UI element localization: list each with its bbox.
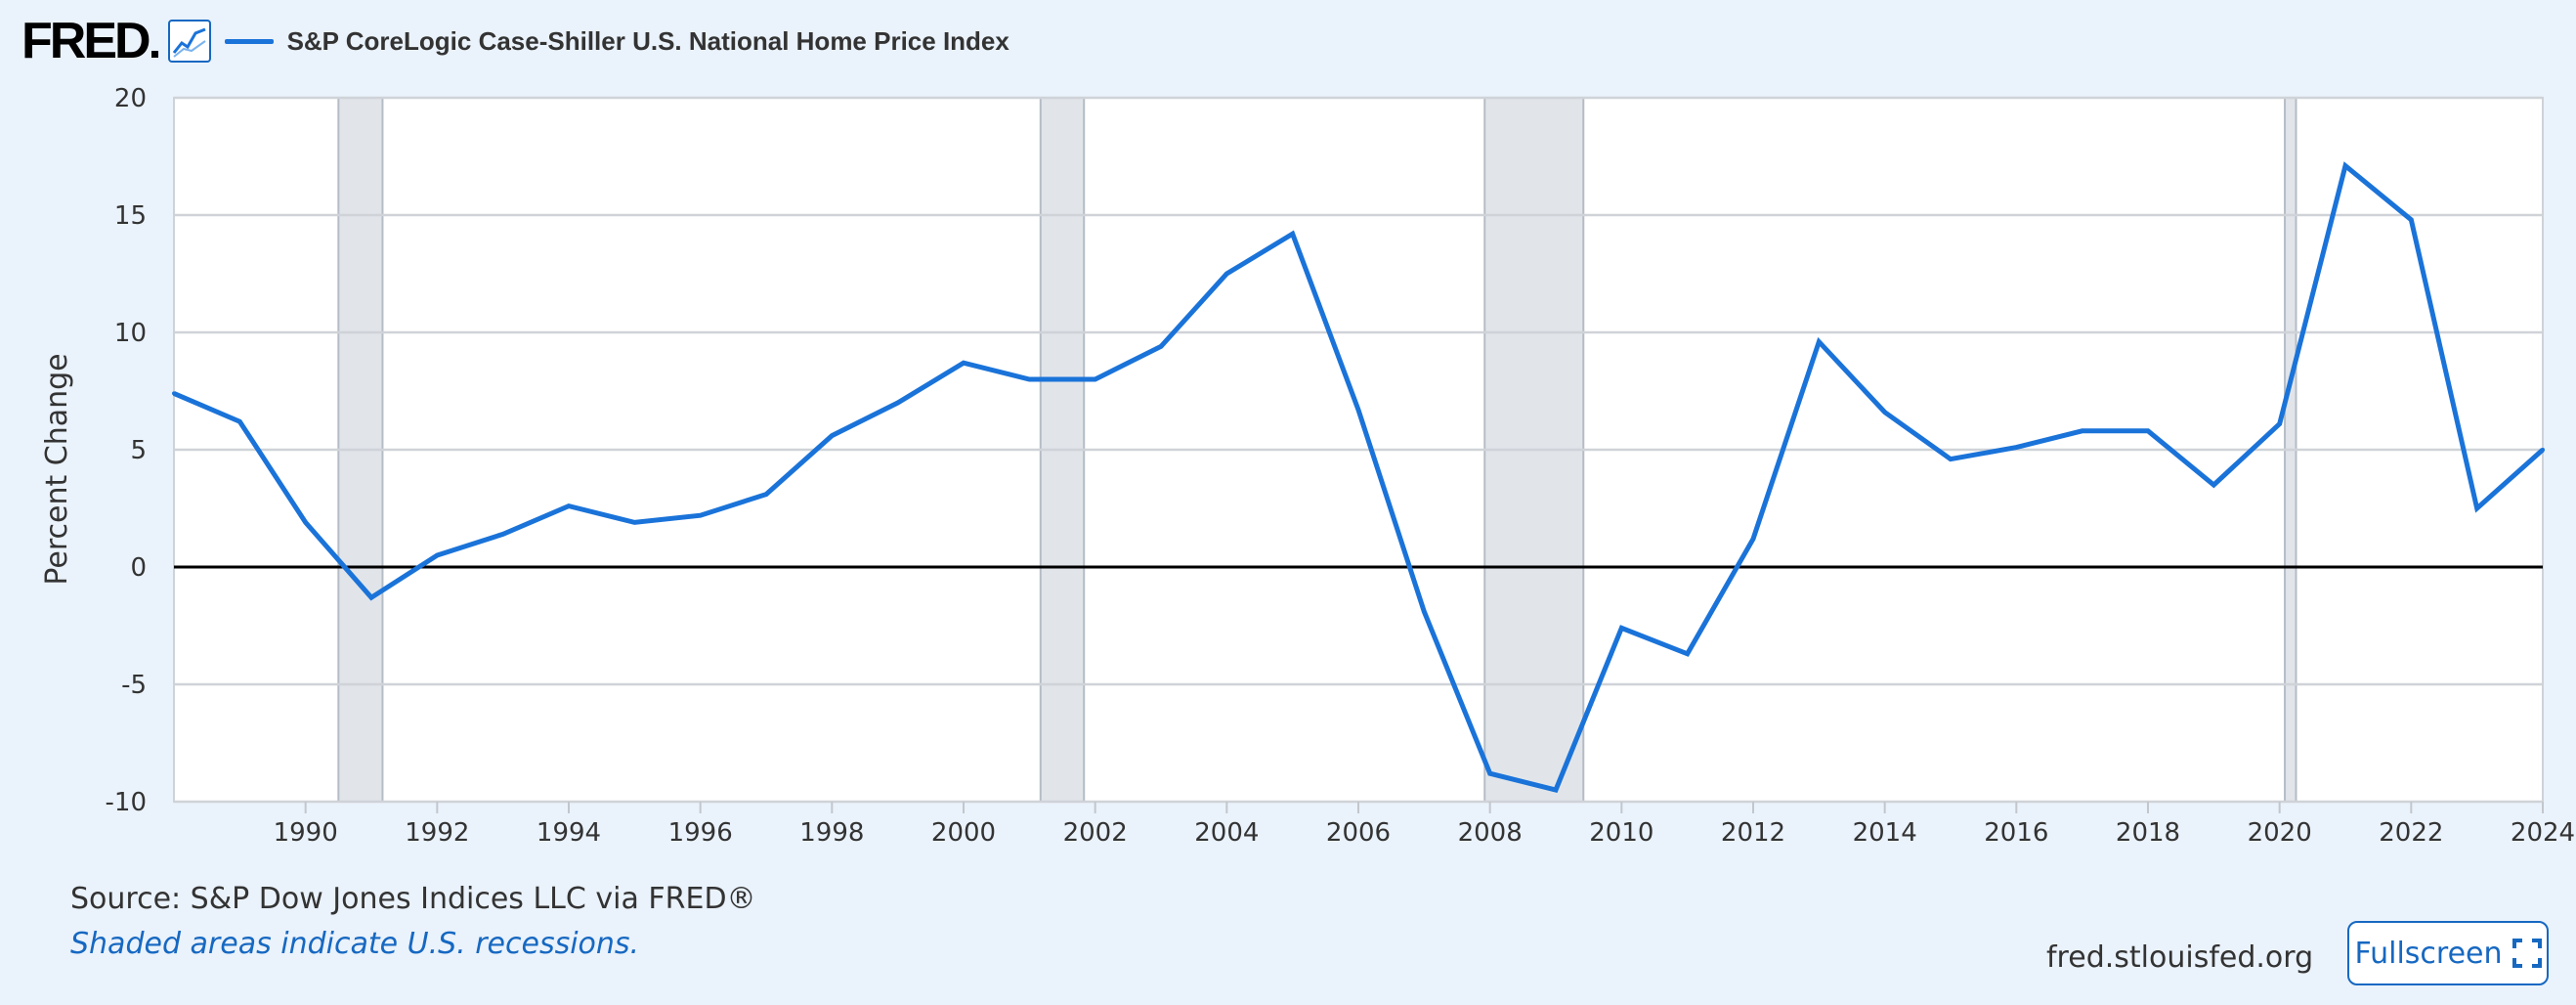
- x-tick-label: 2022: [2379, 818, 2443, 848]
- data-point[interactable]: [962, 361, 966, 366]
- data-point[interactable]: [1290, 232, 1295, 237]
- data-point[interactable]: [2343, 163, 2347, 168]
- data-point[interactable]: [2211, 483, 2216, 487]
- data-point[interactable]: [895, 401, 900, 405]
- y-tick-label: 15: [114, 201, 147, 231]
- chart[interactable]: -10 -5 0 5 10 15 20 1990 1992 1994 1996 1998 2000 20…: [0, 0, 2576, 880]
- data-point[interactable]: [698, 513, 703, 518]
- data-point[interactable]: [303, 520, 308, 525]
- data-point[interactable]: [2277, 421, 2282, 426]
- data-point[interactable]: [2474, 506, 2479, 510]
- site-url[interactable]: fred.stlouisfed.org: [2046, 940, 2314, 975]
- data-point[interactable]: [2409, 217, 2414, 222]
- legend-label: S&P CoreLogic Case-Shiller U.S. National…: [286, 25, 1009, 56]
- x-tick-label: 1990: [274, 818, 338, 848]
- data-point[interactable]: [632, 520, 637, 525]
- y-tick-label: 20: [114, 84, 147, 113]
- y-tick-label: -10: [106, 788, 147, 817]
- x-tick-label: 1996: [668, 818, 733, 848]
- x-tick-label: 1992: [405, 818, 469, 848]
- data-point[interactable]: [1159, 344, 1163, 349]
- data-point[interactable]: [1487, 771, 1492, 776]
- y-tick-label: 10: [114, 319, 147, 348]
- x-tick-label: 2010: [1589, 818, 1653, 848]
- x-tick-label: 2012: [1721, 818, 1785, 848]
- data-point[interactable]: [764, 492, 768, 497]
- data-point[interactable]: [369, 595, 373, 600]
- x-tick-label: 2006: [1326, 818, 1391, 848]
- expand-icon: [2512, 939, 2542, 968]
- data-point[interactable]: [1554, 788, 1558, 792]
- data-point[interactable]: [172, 391, 176, 396]
- data-point[interactable]: [1356, 408, 1360, 413]
- fullscreen-button[interactable]: Fullscreen: [2347, 921, 2549, 985]
- data-point[interactable]: [435, 553, 440, 557]
- y-tick-label: 5: [130, 436, 147, 465]
- recession-note: Shaded areas indicate U.S. recessions.: [70, 927, 640, 961]
- data-point[interactable]: [1093, 377, 1097, 381]
- data-point[interactable]: [1751, 537, 1755, 542]
- x-tick-label: 2000: [931, 818, 996, 848]
- x-tick-label: 1994: [537, 818, 601, 848]
- x-tick-label: 2020: [2248, 818, 2312, 848]
- data-point[interactable]: [1422, 609, 1427, 614]
- data-point[interactable]: [1949, 457, 1953, 461]
- legend-swatch: [224, 38, 274, 44]
- data-point[interactable]: [567, 503, 571, 508]
- x-tick-label: 1998: [799, 818, 864, 848]
- data-point[interactable]: [237, 419, 242, 424]
- data-point[interactable]: [1224, 272, 1229, 276]
- x-tick-label: 2024: [2511, 818, 2575, 848]
- fullscreen-label: Fullscreen: [2354, 936, 2503, 971]
- line-chart-icon: [167, 20, 211, 63]
- data-point[interactable]: [2014, 445, 2019, 450]
- data-point[interactable]: [2146, 428, 2150, 433]
- fred-logo[interactable]: FRED: [21, 16, 158, 66]
- x-axis-ticks: 1990 1992 1994 1996 1998 2000 2002 2004 2006 2008…: [274, 802, 2575, 848]
- data-point[interactable]: [500, 532, 505, 537]
- data-point[interactable]: [1027, 377, 1032, 381]
- y-axis-label: Percent Change: [40, 353, 74, 585]
- x-tick-label: 2018: [2116, 818, 2180, 848]
- y-tick-label: -5: [121, 671, 147, 700]
- data-point[interactable]: [1882, 410, 1887, 415]
- data-point[interactable]: [1817, 339, 1822, 344]
- y-tick-label: 0: [130, 553, 147, 583]
- x-tick-label: 2004: [1194, 818, 1259, 848]
- data-point[interactable]: [830, 433, 835, 438]
- data-point[interactable]: [1619, 626, 1624, 631]
- data-point[interactable]: [2080, 428, 2084, 433]
- x-tick-label: 2002: [1063, 818, 1128, 848]
- y-axis-ticks: -10 -5 0 5 10 15 20: [106, 84, 147, 817]
- chart-header: FRED S&P CoreLogic Case-Shiller U.S. Nat…: [21, 16, 1009, 66]
- x-tick-label: 2014: [1853, 818, 1917, 848]
- x-tick-label: 2016: [1984, 818, 2048, 848]
- data-point[interactable]: [1685, 651, 1690, 656]
- data-point[interactable]: [2541, 448, 2545, 452]
- legend[interactable]: S&P CoreLogic Case-Shiller U.S. National…: [224, 25, 1009, 57]
- series-layer: [172, 161, 2545, 793]
- x-tick-label: 2008: [1458, 818, 1523, 848]
- source-text: Source: S&P Dow Jones Indices LLC via FR…: [70, 882, 756, 916]
